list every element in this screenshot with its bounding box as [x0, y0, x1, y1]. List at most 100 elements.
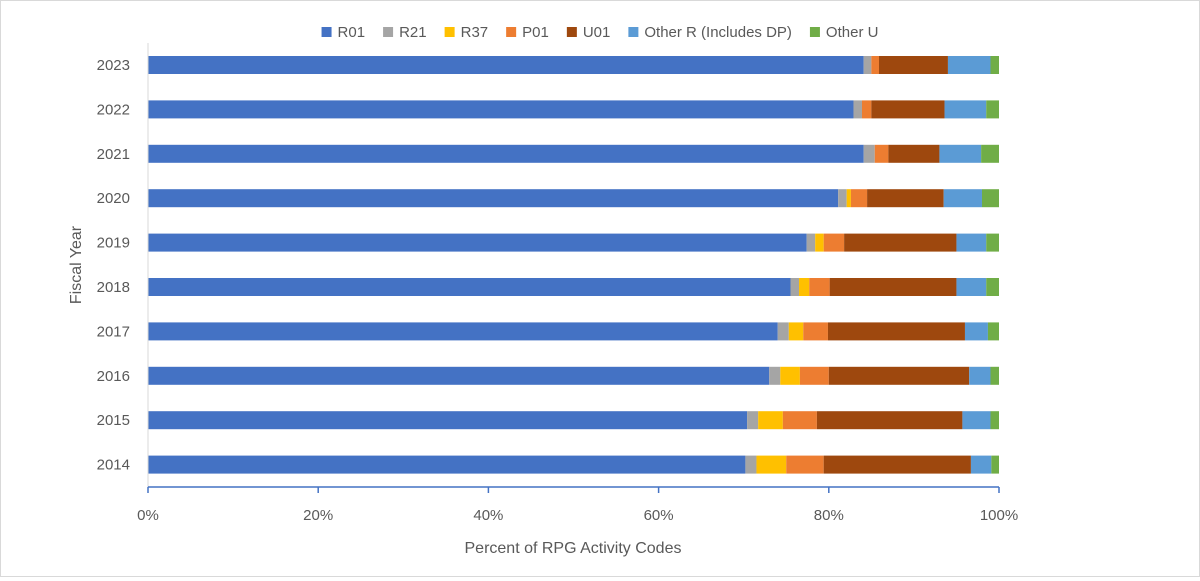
bar-2018-r01	[148, 278, 791, 296]
legend-label-r37: R37	[461, 24, 489, 41]
bar-2023-u01	[879, 56, 948, 74]
bar-2017-other-u	[987, 322, 999, 341]
bar-2022-other-r-includes-dp	[944, 100, 987, 119]
bar-2018-p01	[809, 278, 830, 296]
bar-2014-r01	[148, 455, 746, 474]
bar-2021-r01	[148, 144, 864, 163]
legend-label-other-r-includes-dp: Other R (Includes DP)	[644, 24, 792, 41]
bar-2019-u01	[844, 233, 957, 252]
bar-2016-r37	[780, 366, 800, 385]
bar-2019-r01	[148, 233, 807, 252]
bar-2021-other-u	[981, 144, 999, 163]
bar-2014-r37	[756, 455, 787, 474]
bar-2015-r01	[148, 411, 748, 430]
x-tick-label-80: 80%	[814, 507, 844, 524]
bar-2017-p01	[803, 322, 828, 341]
y-tick-label-2022: 2022	[97, 101, 130, 118]
bar-2022-p01	[861, 100, 872, 119]
x-tick-label-20: 20%	[303, 507, 333, 524]
x-axis-title: Percent of RPG Activity Codes	[465, 540, 682, 557]
bar-2019-p01	[823, 233, 845, 252]
x-tick-label-100: 100%	[980, 507, 1018, 524]
bar-2023-p01	[871, 56, 880, 74]
y-tick-label-2019: 2019	[97, 235, 130, 252]
bar-2015-p01	[782, 411, 817, 430]
bar-2016-r21	[769, 366, 781, 385]
bar-2017-r21	[777, 322, 789, 341]
bar-2021-p01	[874, 144, 889, 163]
legend-swatch-p01	[506, 27, 517, 37]
y-tick-label-2023: 2023	[97, 57, 130, 74]
legend-swatch-r37	[444, 27, 455, 37]
y-tick-label-2014: 2014	[97, 457, 130, 474]
bar-2016-other-r-includes-dp	[969, 366, 991, 385]
bar-2014-other-r-includes-dp	[970, 455, 992, 474]
bar-2014-r21	[745, 455, 757, 474]
legend: R01 R21 R37 P01 U01 Other R (Includes DP) Othe…	[321, 24, 879, 41]
y-axis-title: Fiscal Year	[68, 225, 85, 304]
bar-2020-other-r-includes-dp	[943, 189, 982, 208]
legend-label-p01: P01	[522, 24, 549, 41]
legend-item-r21: R21	[383, 24, 427, 41]
bar-2021-other-r-includes-dp	[939, 144, 982, 163]
bar-2023-other-r-includes-dp	[947, 56, 991, 74]
bar-2014-p01	[786, 455, 824, 474]
y-tick-label-2015: 2015	[97, 412, 130, 429]
x-tick-label-0: 0%	[137, 507, 159, 524]
bar-2022-r01	[148, 100, 854, 119]
bar-2014-u01	[823, 455, 971, 474]
bar-2018-u01	[829, 278, 957, 296]
bars	[148, 56, 999, 474]
y-axis: 2023 2022 2021 2020 2019 2018 2017 2016 2015 2014	[97, 43, 149, 487]
legend-item-other-u: Other U	[809, 24, 879, 41]
bar-2022-r21	[853, 100, 862, 119]
bar-2017-u01	[827, 322, 965, 341]
bar-2015-r21	[747, 411, 759, 430]
bar-2017-r01	[148, 322, 778, 341]
bar-2023-other-u	[990, 56, 999, 74]
legend-item-other-r-includes-dp: Other R (Includes DP)	[628, 24, 792, 41]
bar-2021-r21	[863, 144, 875, 163]
legend-label-u01: U01	[583, 24, 611, 41]
bar-2016-p01	[799, 366, 829, 385]
bar-2017-r37	[788, 322, 804, 341]
bar-2020-r01	[148, 189, 839, 208]
y-tick-label-2017: 2017	[97, 323, 130, 340]
legend-swatch-other-r-includes-dp	[628, 27, 639, 37]
bar-2022-u01	[871, 100, 945, 119]
legend-swatch-u01	[566, 27, 577, 37]
legend-item-p01: P01	[506, 24, 549, 41]
bar-2020-r37	[846, 189, 851, 208]
legend-item-u01: U01	[566, 24, 611, 41]
legend-swatch-other-u	[809, 27, 820, 37]
bar-2023-r01	[148, 56, 864, 74]
legend-swatch-r01	[321, 27, 332, 37]
bar-2018-other-r-includes-dp	[956, 278, 987, 296]
legend-item-r37: R37	[444, 24, 489, 41]
legend-item-r01: R01	[321, 24, 366, 41]
bar-2016-u01	[828, 366, 970, 385]
bar-2018-other-u	[986, 278, 999, 296]
bar-2016-r01	[148, 366, 770, 385]
bar-2015-r37	[758, 411, 783, 430]
legend-swatch-r21	[383, 27, 394, 37]
bar-2019-other-r-includes-dp	[956, 233, 987, 252]
bar-2020-other-u	[981, 189, 999, 208]
bar-2018-r37	[799, 278, 810, 296]
bar-2015-other-r-includes-dp	[962, 411, 991, 430]
x-tick-label-40: 40%	[473, 507, 503, 524]
y-tick-label-2020: 2020	[97, 190, 130, 207]
bar-2014-other-u	[991, 455, 999, 474]
bar-2017-other-r-includes-dp	[964, 322, 988, 341]
x-axis: 0% 20% 40% 60% 80% 100%	[137, 486, 1018, 524]
bar-2016-other-u	[990, 366, 999, 385]
legend-label-r01: R01	[338, 24, 366, 41]
bar-2022-other-u	[986, 100, 999, 119]
y-tick-label-2018: 2018	[97, 279, 130, 296]
legend-label-other-u: Other U	[826, 24, 879, 41]
bar-2020-u01	[867, 189, 944, 208]
y-tick-label-2016: 2016	[97, 368, 130, 385]
bar-2019-r37	[815, 233, 824, 252]
